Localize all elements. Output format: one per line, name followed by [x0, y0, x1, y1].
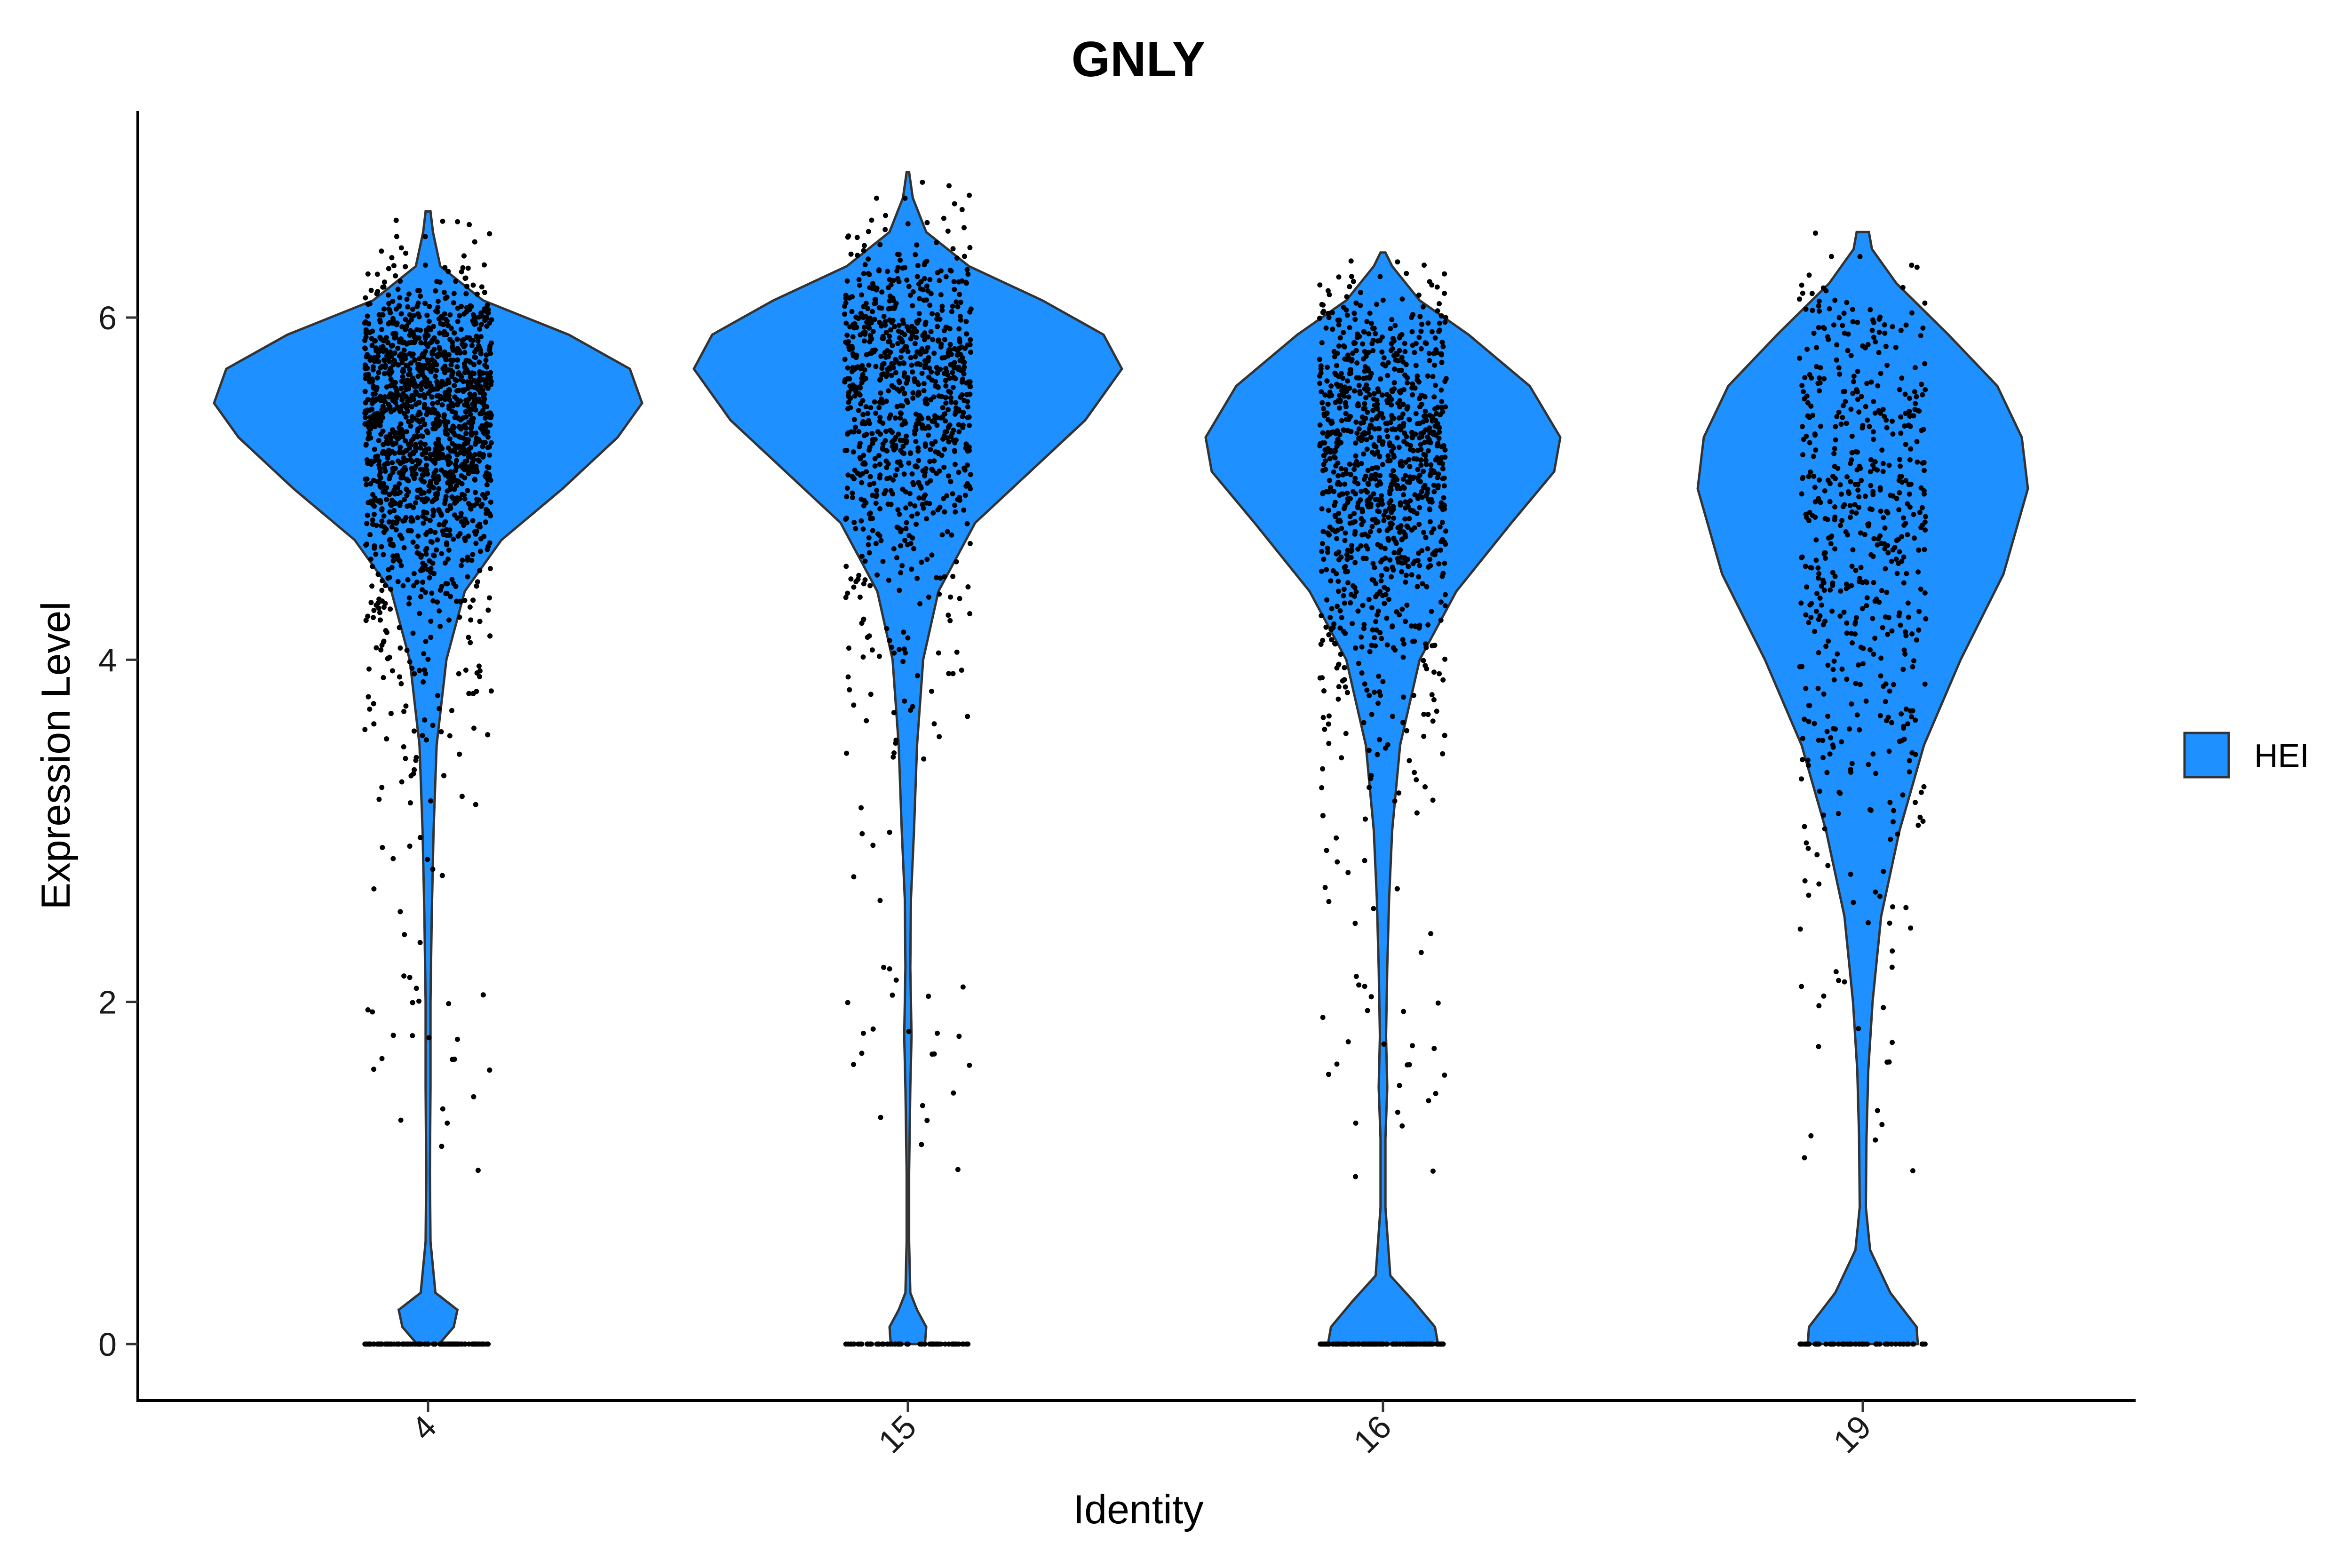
violin-16: [1204, 251, 1562, 1345]
violin-19: [1696, 231, 2029, 1345]
y-axis-title: Expression Level: [33, 602, 79, 910]
y-tick-label-4: 4: [98, 642, 117, 678]
y-tick-label-2: 2: [98, 984, 117, 1021]
jitter-points: [362, 179, 1929, 1347]
legend-key-hei: [2183, 732, 2230, 779]
violin-15: [692, 171, 1123, 1345]
y-axis-ticks: 0 2 4 6: [98, 300, 138, 1363]
legend: HEI: [2183, 732, 2309, 779]
violin-layer: [213, 171, 2029, 1345]
violin-4: [213, 210, 644, 1345]
jitter-points-16: [1317, 258, 1449, 1347]
x-axis-title: Identity: [1073, 1487, 1203, 1532]
jitter-points-4: [362, 217, 494, 1347]
chart-title: GNLY: [1072, 32, 1206, 87]
y-tick-label-0: 0: [98, 1326, 117, 1363]
jitter-points-15: [842, 179, 974, 1347]
y-tick-label-6: 6: [98, 300, 117, 336]
jitter-points-19: [1797, 231, 1929, 1347]
legend-label-hei: HEI: [2254, 737, 2309, 774]
